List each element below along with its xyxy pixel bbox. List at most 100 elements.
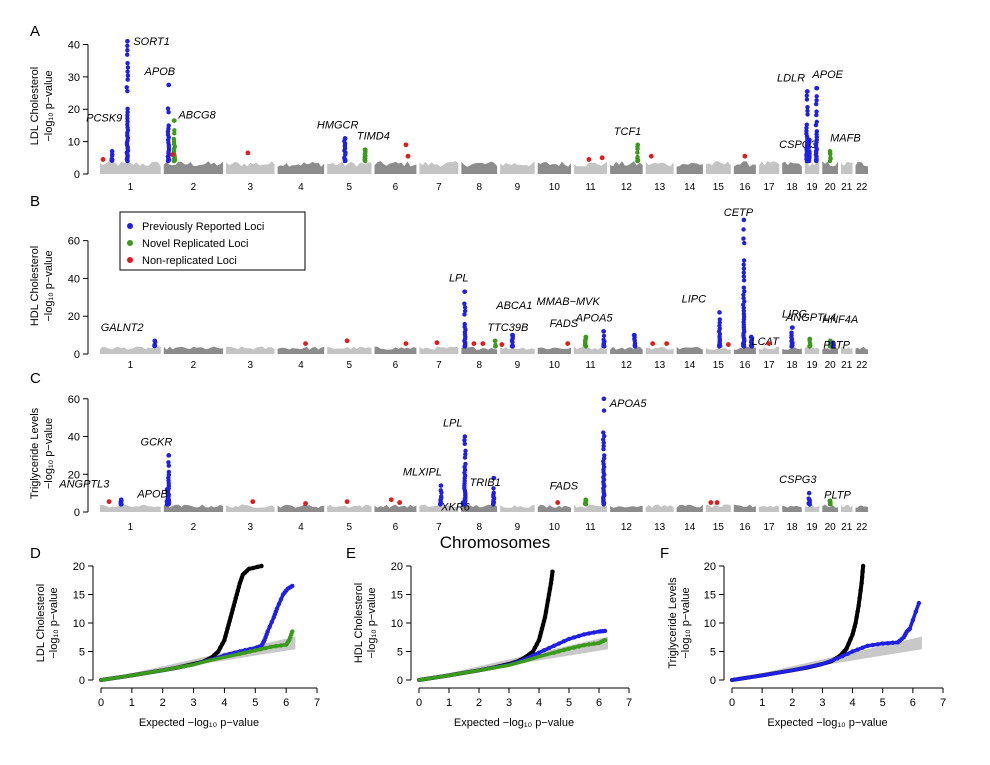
chromosome-label: 17: [764, 182, 776, 193]
chromosome-label: 10: [549, 360, 561, 371]
legend-label-non-replicated: Non-replicated Loci: [142, 255, 237, 267]
chromosome-label: 11: [585, 182, 596, 193]
qq-point: [850, 649, 855, 654]
chromosome-block-15: [705, 504, 731, 512]
qq-series-novel-removed: [99, 629, 295, 682]
locus-point: [789, 330, 794, 335]
locus-point: [462, 301, 467, 306]
locus-point: [828, 155, 833, 161]
locus-point: [804, 89, 810, 94]
y-tick-label: 20: [68, 469, 80, 481]
locus-unnamed: [344, 338, 350, 344]
locus-point: [714, 500, 720, 505]
qq-point: [548, 580, 554, 586]
chromosome-block-15: [705, 161, 731, 174]
locus-point: [741, 236, 746, 241]
qq-point: [566, 636, 572, 642]
locus-point: [344, 499, 350, 505]
qq-point: [860, 645, 865, 650]
locus-hmgcr: HMGCR: [317, 119, 358, 164]
locus-point: [438, 483, 444, 488]
background-snps: [100, 346, 868, 354]
chromosome-block-1: [100, 504, 161, 512]
qq-point: [851, 628, 856, 633]
x-tick-label: 0: [98, 697, 104, 709]
chromosome-block-8: [461, 346, 498, 354]
chromosome-block-21: [840, 504, 853, 512]
qq-point: [539, 626, 545, 631]
qq-point: [534, 641, 540, 647]
locus-unnamed: [648, 153, 654, 159]
chromosome-block-1: [100, 346, 161, 354]
locus-angptl4: ANGPTL4: [785, 312, 836, 349]
chromosome-label: 22: [856, 522, 868, 533]
qq-point: [218, 645, 223, 650]
locus-sort1: SORT1: [124, 36, 170, 164]
qq-point: [571, 645, 577, 650]
locus-point: [813, 101, 819, 107]
qq-point: [549, 573, 555, 578]
qq-point: [870, 642, 875, 648]
y-axis-subtitle: −log₁₀ p−value: [366, 587, 378, 658]
locus-cetp: CETP: [724, 207, 754, 349]
qq-point: [545, 598, 551, 603]
chromosome-label: 3: [248, 522, 254, 533]
chromosome-label: 7: [436, 522, 442, 533]
chromosome-block-1: [100, 161, 161, 174]
x-tick-label: 3: [506, 697, 512, 709]
locus-point: [397, 500, 403, 505]
gene-label: TTC39B: [487, 322, 528, 334]
qq-point: [913, 609, 919, 614]
locus-point: [804, 125, 809, 131]
locus-unnamed: [403, 341, 409, 347]
locus-point: [510, 332, 515, 338]
confidence-band: [419, 636, 608, 680]
locus-unnamed: [555, 500, 561, 505]
qq-point: [840, 653, 845, 659]
qq-point: [265, 629, 270, 634]
locus-point: [601, 437, 606, 442]
gene-label: MAFB: [830, 132, 861, 144]
gene-label: HNF4A: [822, 314, 858, 326]
qq-point: [538, 630, 544, 635]
gene-label: LCAT: [751, 336, 780, 348]
locus-point: [510, 343, 515, 348]
locus-point: [438, 488, 443, 493]
locus-unnamed: [725, 342, 731, 347]
chromosome-block-20: [822, 346, 838, 354]
chromosome-label: 9: [515, 522, 521, 533]
locus-point: [166, 109, 171, 115]
y-tick-label: 10: [68, 137, 80, 149]
locus-point: [650, 341, 656, 347]
gene-label: SORT1: [133, 36, 169, 48]
locus-point: [462, 441, 467, 447]
qq-point: [561, 639, 567, 644]
chromosome-label: 10: [549, 522, 561, 533]
chromosome-block-21: [840, 346, 853, 354]
locus-timd4: TIMD4: [357, 131, 390, 164]
chromosome-label: 18: [786, 360, 798, 371]
chromosome-block-10: [537, 347, 572, 354]
locus-point: [602, 453, 607, 458]
chromosome-block-13: [645, 162, 674, 174]
chromosome-label: 4: [298, 360, 304, 371]
chromosome-block-16: [733, 161, 756, 174]
locus-point: [632, 332, 637, 338]
chromosome-block-3: [226, 346, 275, 354]
y-tick-label: 40: [68, 432, 80, 444]
locus-point: [171, 136, 177, 142]
panel-letter-d: D: [30, 545, 41, 562]
y-tick-label: 0: [397, 675, 403, 687]
chromosome-label: 15: [713, 522, 725, 533]
locus-lpl: LPL: [443, 418, 468, 507]
locus-point: [405, 153, 411, 159]
qq-point: [274, 606, 280, 611]
locus-point: [602, 433, 607, 439]
gene-label: APOE: [811, 69, 843, 81]
qq-point: [225, 626, 230, 631]
chromosome-block-3: [226, 161, 275, 174]
chromosome-block-12: [610, 346, 643, 354]
y-tick-label: 20: [73, 561, 85, 573]
chromosome-block-11: [574, 161, 608, 174]
